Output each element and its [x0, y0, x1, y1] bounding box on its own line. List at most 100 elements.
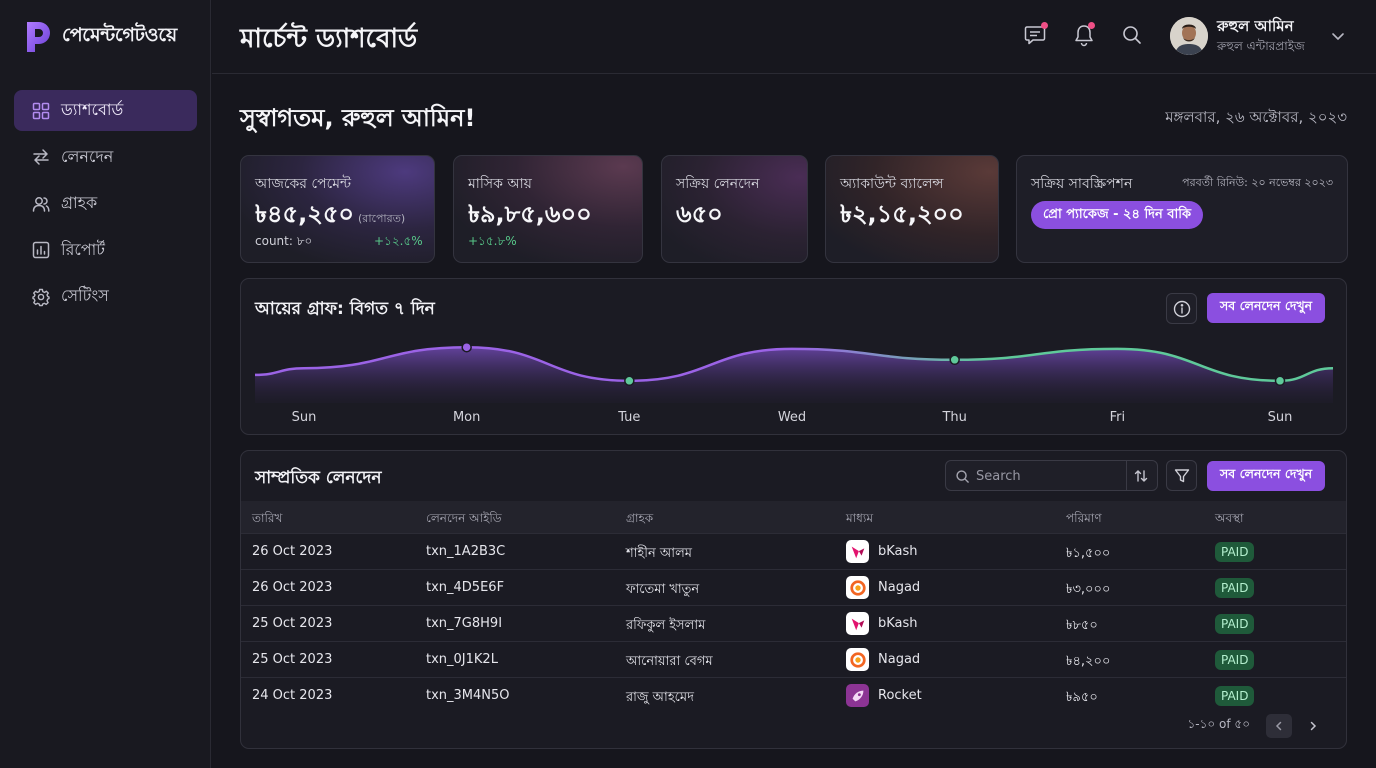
column-header[interactable]: অবস্থা — [1215, 511, 1244, 525]
stat-label: সক্রিয় লেনদেন — [676, 176, 760, 192]
search-button[interactable] — [1119, 22, 1145, 48]
table-row[interactable]: 25 Oct 2023 txn_0J1K2L আনোয়ারা বেগম Nagad ৳… — [241, 641, 1346, 677]
cell-date: 25 Oct 2023 — [252, 652, 333, 667]
prev-page-button[interactable] — [1266, 714, 1292, 738]
chart-point[interactable] — [949, 354, 960, 366]
subscription-pill[interactable]: প্রো প্যাকেজ - ২৪ দিন বাকি — [1031, 201, 1204, 229]
pagination-info: ১-১০ of ৫০ — [1187, 717, 1251, 731]
cell-amount: ৳৯৫০ — [1066, 690, 1098, 705]
transactions-title: সাম্প্রতিক লেনদেন — [255, 468, 382, 488]
cell-date: 25 Oct 2023 — [252, 616, 333, 631]
status-badge: PAID — [1215, 542, 1255, 562]
stat-value: ৳৯,৮৫,৬০০ — [468, 200, 592, 228]
stat-change: +১৫.৮% — [468, 234, 517, 248]
chart-point[interactable] — [624, 375, 635, 387]
column-header[interactable]: মাধ্যম — [846, 511, 874, 525]
top-bar: মার্চেন্ট ড্যাশবোর্ড রুহুল আমিন রুহুল এন… — [212, 0, 1376, 74]
brand-name: পেমেন্টগেটওয়ে — [62, 24, 177, 46]
sidebar-item-settings[interactable]: সেটিংস — [14, 276, 197, 317]
search-field[interactable] — [945, 460, 1158, 491]
cell-customer: আনোয়ারা বেগম — [626, 654, 713, 669]
sort-icon[interactable] — [1133, 468, 1149, 484]
column-header[interactable]: লেনদেন আইডি — [426, 511, 502, 525]
users-icon — [32, 196, 50, 212]
view-all-transactions-button[interactable]: সব লেনদেন দেখুন — [1207, 461, 1326, 491]
column-header[interactable]: তারিখ — [252, 511, 283, 525]
search-icon — [956, 470, 969, 483]
renew-date: পরবর্তী রিনিউ: ২০ নভেম্বর ২০২৩ — [1182, 176, 1333, 189]
sidebar-item-dashboard[interactable]: ড্যাশবোর্ড — [14, 90, 197, 131]
x-tick-label: Wed — [778, 410, 806, 425]
divider — [1126, 461, 1127, 490]
sidebar-item-transactions[interactable]: লেনদেন — [14, 137, 197, 178]
stat-card-subscription[interactable]: সক্রিয় সাবস্ক্রিপশন পরবর্তী রিনিউ: ২০ ন… — [1016, 155, 1348, 263]
nagad-logo-icon — [846, 648, 869, 671]
filter-button[interactable] — [1166, 460, 1197, 491]
sidebar-item-reports[interactable]: রিপোর্ট — [14, 230, 197, 271]
notifications-button[interactable] — [1071, 22, 1097, 48]
status-badge: PAID — [1215, 650, 1255, 670]
avatar[interactable] — [1170, 17, 1208, 55]
x-tick-label: Sun — [1268, 410, 1293, 425]
stat-card-monthly-income[interactable]: মাসিক আয় ৳৯,৮৫,৬০০ +১৫.৮% — [453, 155, 643, 263]
page-title: মার্চেন্ট ড্যাশবোর্ড — [240, 24, 418, 54]
chevron-left-icon — [1275, 721, 1282, 731]
cell-date: 26 Oct 2023 — [252, 544, 333, 559]
sidebar-item-label: লেনদেন — [61, 146, 114, 166]
cell-date: 24 Oct 2023 — [252, 688, 333, 703]
stat-card-account-balance[interactable]: অ্যাকাউন্ট ব্যালেন্স ৳২,১৫,২০০ — [825, 155, 999, 263]
messages-button[interactable] — [1023, 22, 1049, 48]
x-tick-label: Thu — [941, 410, 966, 425]
cell-customer: রাজু আহমেদ — [626, 690, 694, 705]
user-name: রুহুল আমিন — [1217, 17, 1294, 35]
cell-method: Nagad — [878, 652, 921, 667]
column-header[interactable]: পরিমাণ — [1066, 511, 1102, 525]
sidebar-item-customers[interactable]: গ্রাহক — [14, 183, 197, 224]
x-tick-label: Sun — [292, 410, 317, 425]
info-icon — [1173, 300, 1190, 317]
brand[interactable]: পেমেন্টগেটওয়ে — [24, 20, 177, 54]
next-page-button[interactable] — [1300, 714, 1326, 738]
chevron-right-icon — [1310, 721, 1317, 731]
transactions-panel: সাম্প্রতিক লেনদেন সব লেনদেন দেখুন তারিখ … — [240, 450, 1347, 749]
chart-point[interactable] — [461, 341, 472, 353]
chart-series-line — [254, 345, 1334, 383]
view-all-transactions-button[interactable]: সব লেনদেন দেখুন — [1207, 293, 1326, 323]
stat-card-active-transactions[interactable]: সক্রিয় লেনদেন ৬৫০ — [661, 155, 808, 263]
sidebar-item-label: সেটিংস — [61, 286, 109, 305]
status-badge: PAID — [1215, 578, 1255, 598]
chart-point[interactable] — [1274, 375, 1286, 387]
welcome-heading: সুস্বাগতম, রুহুল আমিন! — [240, 104, 476, 132]
gear-icon — [32, 288, 50, 306]
search-input[interactable] — [976, 466, 1116, 486]
sidebar-item-label: রিপোর্ট — [61, 239, 106, 259]
cell-id: txn_7G8H9I — [426, 616, 503, 631]
notification-dot — [1041, 22, 1048, 29]
revenue-chart-panel: Sun Mon Tue Wed Thu Fri Sun আয়ের গ্রাফ: বিগত … — [240, 278, 1347, 435]
cell-id: txn_0J1K2L — [426, 652, 498, 667]
report-chart-icon — [32, 241, 50, 259]
stat-value: ৳২,১৫,২০০ — [840, 200, 964, 228]
chevron-down-icon[interactable] — [1330, 28, 1346, 44]
table-row[interactable]: 26 Oct 2023 txn_1A2B3C শাহীন আলম bKash ৳১,৫০… — [241, 533, 1346, 569]
x-tick-label: Fri — [1110, 410, 1126, 425]
sidebar-nav: ড্যাশবোর্ড লেনদেন গ্রাহক রিপোর্ট সেটিংস — [14, 90, 197, 323]
cell-id: txn_3M4N5O — [426, 688, 510, 703]
column-header[interactable]: গ্রাহক — [626, 511, 654, 525]
info-button[interactable] — [1166, 293, 1197, 324]
cell-id: txn_4D5E6F — [426, 580, 505, 595]
stat-label: সক্রিয় সাবস্ক্রিপশন — [1031, 176, 1133, 192]
cell-method: Rocket — [878, 688, 922, 703]
brand-logo-icon — [27, 22, 50, 52]
bkash-logo-icon — [846, 612, 869, 635]
cell-amount: ৳১,৫০০ — [1066, 546, 1111, 561]
stat-count: count: ৮০ — [255, 234, 313, 248]
table-row[interactable]: 25 Oct 2023 txn_7G8H9I রফিকুল ইসলাম bKash ৳৮… — [241, 605, 1346, 641]
cell-amount: ৳৩,০০০ — [1066, 582, 1111, 597]
cell-date: 26 Oct 2023 — [252, 580, 333, 595]
rocket-logo-icon — [846, 684, 869, 707]
stat-card-today-payment[interactable]: আজকের পেমেন্ট ৳৪৫,২৫০ (রাপোরত) count: ৮০ … — [240, 155, 435, 263]
table-row[interactable]: 26 Oct 2023 txn_4D5E6F ফাতেমা খাতুন Nagad ৳৩… — [241, 569, 1346, 605]
bkash-logo-icon — [846, 540, 869, 563]
table-row[interactable]: 24 Oct 2023 txn_3M4N5O রাজু আহমেদ Rocket ৳৯৫… — [241, 677, 1346, 713]
